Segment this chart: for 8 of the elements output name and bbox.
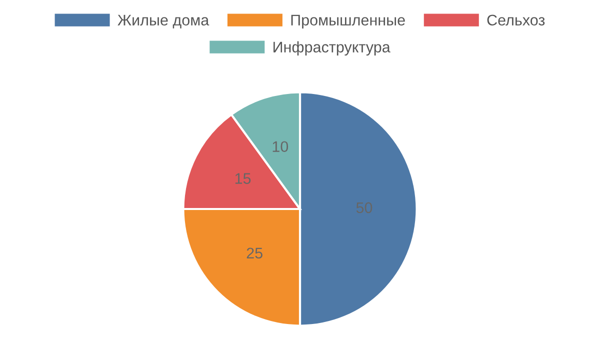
legend-label: Инфраструктура: [274, 41, 390, 56]
data-label: 25: [246, 248, 262, 259]
legend-label: Жилые дома: [118, 14, 210, 28]
legend-label: Сельхоз: [487, 14, 545, 26]
legend-label: Промышленные: [291, 14, 405, 29]
data-label: 10: [272, 141, 288, 152]
data-label: 15: [235, 173, 251, 184]
data-label: 50: [356, 202, 372, 214]
